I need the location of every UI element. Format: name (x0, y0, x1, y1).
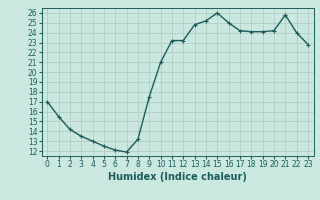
X-axis label: Humidex (Indice chaleur): Humidex (Indice chaleur) (108, 172, 247, 182)
